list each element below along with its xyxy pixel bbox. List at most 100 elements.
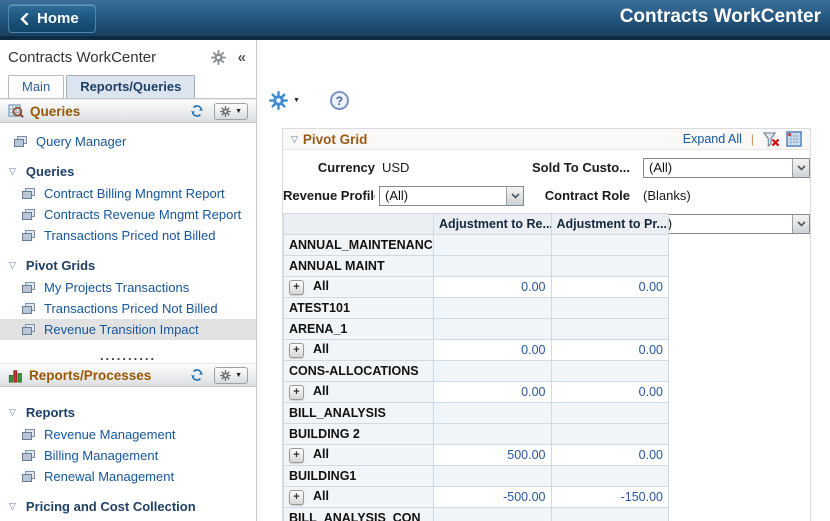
help-icon[interactable]: ?: [329, 91, 349, 110]
table-row: BUILDING1: [283, 465, 669, 487]
group-label: Reports: [25, 405, 76, 420]
chevron-left-icon: [20, 12, 29, 25]
chevron-down-icon: [792, 159, 809, 177]
workcenter-sidebar: Contracts WorkCenter « Main Reports/Quer…: [0, 40, 257, 521]
group-pivot-grids[interactable]: ▽ Pivot Grids: [0, 254, 256, 277]
cell-value: 0.00: [433, 381, 552, 403]
cell-value: 0.00: [550, 381, 669, 403]
cell-value: -150.00: [550, 486, 669, 508]
window-icon: [22, 282, 35, 293]
refresh-icon[interactable]: [190, 368, 204, 382]
cell-value: 500.00: [433, 444, 552, 466]
group-label: Pivot Grids: [25, 258, 96, 273]
pane-splitter-handle[interactable]: ..........: [99, 348, 157, 363]
window-icon: [22, 188, 35, 199]
table-row: + All 0.00 0.00: [283, 381, 669, 403]
page-actions-gear-menu[interactable]: ▼: [269, 91, 300, 110]
sidebar-item-contract-billing-report[interactable]: Contract Billing Mngmnt Report: [0, 183, 256, 204]
sidebar-item-my-projects-transactions[interactable]: My Projects Transactions: [0, 277, 256, 298]
expand-row-button[interactable]: +: [289, 447, 304, 463]
table-header-row: Adjustment to Re... Adjustment to Pr...: [283, 213, 669, 235]
caret-down-icon: ▼: [293, 97, 300, 104]
expand-all-link[interactable]: Expand All: [682, 132, 742, 146]
group-pricing-cost-collection[interactable]: ▽ Pricing and Cost Collection: [0, 495, 256, 518]
tab-main[interactable]: Main: [8, 75, 65, 98]
caret-down-icon: ▼: [235, 107, 242, 115]
bar-chart-icon: [8, 368, 23, 383]
home-button[interactable]: Home: [8, 4, 96, 33]
group-reports[interactable]: ▽ Reports: [0, 401, 256, 424]
expand-row-button[interactable]: +: [289, 279, 304, 295]
sidebar-item-label: Transactions Priced Not Billed: [44, 301, 218, 316]
pivot-grid-options-icon[interactable]: [786, 131, 802, 147]
reports-pane-title: Reports/Processes: [29, 367, 152, 383]
sidebar-gear-icon[interactable]: [210, 50, 226, 65]
home-button-label: Home: [37, 10, 79, 27]
table-row: + All 0.00 0.00: [283, 276, 669, 298]
collapse-sidebar-icon[interactable]: «: [237, 49, 246, 66]
separator: |: [750, 132, 754, 146]
triangle-down-icon: ▽: [9, 407, 16, 417]
sidebar-item-billing-management[interactable]: Billing Management: [0, 445, 256, 466]
expand-row-button[interactable]: +: [289, 342, 304, 358]
row-label: All: [313, 447, 329, 462]
row-label-column-header: [283, 213, 434, 235]
group-label: Pricing and Cost Collection: [25, 499, 196, 514]
refresh-icon[interactable]: [190, 104, 204, 118]
gear-icon: [220, 369, 232, 381]
table-row: BUILDING 2: [283, 423, 669, 445]
sold-to-customer-select[interactable]: (All): [643, 158, 810, 178]
sidebar-item-label: Revenue Management: [44, 427, 176, 442]
group-label: Queries: [25, 164, 75, 179]
window-icon: [22, 429, 35, 440]
collapse-section-icon[interactable]: ▽: [291, 133, 298, 144]
reports-pane-header: Reports/Processes ▼: [0, 363, 256, 387]
clear-filter-icon[interactable]: [763, 131, 780, 147]
gear-icon: [269, 91, 288, 110]
sidebar-item-revenue-management[interactable]: Revenue Management: [0, 424, 256, 445]
group-queries[interactable]: ▽ Queries: [0, 160, 256, 183]
expand-row-button[interactable]: +: [289, 489, 304, 505]
triangle-down-icon: ▽: [9, 166, 16, 176]
chevron-down-icon: [792, 215, 809, 233]
top-bar: Home Contracts WorkCenter: [0, 0, 830, 36]
expand-row-button[interactable]: +: [289, 384, 304, 400]
table-row: + All -500.00 -150.00: [283, 486, 669, 508]
currency-label: Currency: [317, 160, 375, 175]
window-icon: [22, 209, 35, 220]
table-row: ATEST101: [283, 297, 669, 319]
sidebar-item-transactions-priced-not-billed-query[interactable]: Transactions Priced not Billed: [0, 225, 256, 246]
revenue-profile-label: Revenue Profile: [283, 188, 375, 203]
cell-value: 0.00: [550, 339, 669, 361]
currency-value: USD: [382, 160, 410, 175]
sidebar-item-transactions-priced-not-billed-grid[interactable]: Transactions Priced Not Billed: [0, 298, 256, 319]
cell-value: -500.00: [433, 486, 552, 508]
query-grid-magnifier-icon: [8, 103, 24, 119]
revenue-profile-select[interactable]: (All): [379, 186, 524, 206]
table-row: ANNUAL_MAINTENANCE: [283, 234, 669, 256]
queries-pane-menu-button[interactable]: ▼: [214, 102, 248, 120]
sidebar-item-label: Billing Management: [44, 448, 159, 463]
tab-reports-queries[interactable]: Reports/Queries: [66, 75, 196, 98]
chevron-down-icon: [506, 187, 523, 205]
sidebar-item-label: My Projects Transactions: [44, 280, 190, 295]
sidebar-item-query-manager[interactable]: Query Manager: [0, 131, 256, 152]
sidebar-item-contracts-revenue-report[interactable]: Contracts Revenue Mngmt Report: [0, 204, 256, 225]
sidebar-item-renewal-management[interactable]: Renewal Management: [0, 466, 256, 487]
sidebar-item-label: Renewal Management: [44, 469, 175, 484]
cell-value: 0.00: [433, 339, 552, 361]
queries-pane-title: Queries: [30, 103, 81, 119]
row-label: All: [313, 489, 329, 504]
top-bar-accent-strip: [0, 36, 830, 40]
triangle-down-icon: ▽: [9, 501, 16, 511]
sidebar-item-revenue-transition-impact[interactable]: Revenue Transition Impact: [0, 319, 256, 340]
table-row: BILL_ANALYSIS: [283, 402, 669, 424]
column-header: Adjustment to Pr...: [550, 213, 669, 235]
reports-pane-menu-button[interactable]: ▼: [214, 366, 248, 384]
sidebar-item-label: Transactions Priced not Billed: [44, 228, 216, 243]
cell-value: 0.00: [550, 276, 669, 298]
row-label: All: [313, 279, 329, 294]
table-row: BILL_ANALYSIS_CON: [283, 507, 669, 521]
queries-pane-header: Queries ▼: [0, 99, 256, 123]
window-icon: [22, 450, 35, 461]
